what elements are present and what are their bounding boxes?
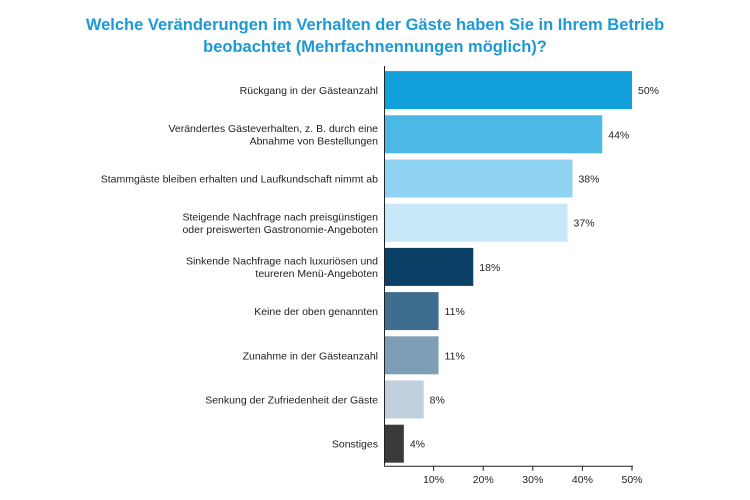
value-label: 4%	[410, 439, 425, 451]
x-tick-label: 30%	[522, 474, 543, 486]
bar	[384, 203, 568, 242]
category-label-line: Stammgäste bleiben erhalten und Laufkund…	[101, 174, 378, 186]
category-label-line: Rückgang in der Gästeanzahl	[240, 85, 378, 97]
category-label-line: Senkung der Zufriedenheit der Gäste	[205, 395, 378, 407]
category-label-line: oder preiswerten Gastronomie-Angeboten	[182, 224, 378, 236]
bar	[384, 159, 573, 198]
value-label: 50%	[638, 85, 659, 97]
category-label-line: Zunahme in der Gästeanzahl	[243, 350, 378, 362]
x-tick-label: 50%	[621, 474, 642, 486]
category-label-line: Sonstiges	[332, 439, 378, 451]
category-label: Zunahme in der Gästeanzahl	[243, 350, 378, 362]
category-label-line: teureren Menü-Angeboten	[255, 268, 378, 280]
category-label: Rückgang in der Gästeanzahl	[240, 85, 378, 97]
bar	[384, 71, 632, 110]
bar	[384, 247, 474, 286]
value-label: 18%	[479, 262, 500, 274]
category-label: Sinkende Nachfrage nach luxuriösen und te…	[186, 256, 378, 281]
chart-title-line-2: beobachtet (Mehrfachnennungen möglich)?	[203, 38, 547, 56]
bar	[384, 115, 603, 154]
category-label-line: Steigende Nachfrage nach preisgünstigen	[182, 211, 378, 223]
chart-title: Welche Veränderungen im Verhalten der Gä…	[0, 14, 750, 58]
category-label-line: Verändertes Gästeverhalten, z. B. durch …	[168, 123, 378, 135]
bar	[384, 292, 439, 331]
value-label: 11%	[445, 306, 465, 318]
category-label-line: Abnahme von Bestellungen	[250, 136, 379, 148]
bar	[384, 380, 424, 419]
category-label: Keine der oben genannten	[254, 306, 378, 318]
x-tick-label: 20%	[473, 474, 494, 486]
bar	[384, 336, 439, 375]
category-label: Stammgäste bleiben erhalten und Laufkund…	[101, 174, 378, 186]
value-label: 8%	[430, 395, 445, 407]
value-label: 11%	[445, 350, 465, 362]
bar	[384, 424, 404, 463]
category-label: Steigende Nachfrage nach preisgünstigen o…	[182, 211, 378, 236]
x-tick-label: 40%	[572, 474, 593, 486]
category-label: Verändertes Gästeverhalten, z. B. durch …	[168, 123, 378, 148]
value-label: 44%	[608, 129, 629, 141]
category-label: Sonstiges	[332, 439, 378, 451]
category-label-line: Keine der oben genannten	[254, 306, 378, 318]
value-label: 38%	[578, 174, 599, 186]
category-label: Senkung der Zufriedenheit der Gäste	[205, 395, 378, 407]
x-tick-label: 10%	[423, 474, 444, 486]
value-label: 37%	[574, 218, 595, 230]
category-label-line: Sinkende Nachfrage nach luxuriösen und	[186, 256, 378, 268]
chart-title-line-1: Welche Veränderungen im Verhalten der Gä…	[85, 16, 665, 34]
